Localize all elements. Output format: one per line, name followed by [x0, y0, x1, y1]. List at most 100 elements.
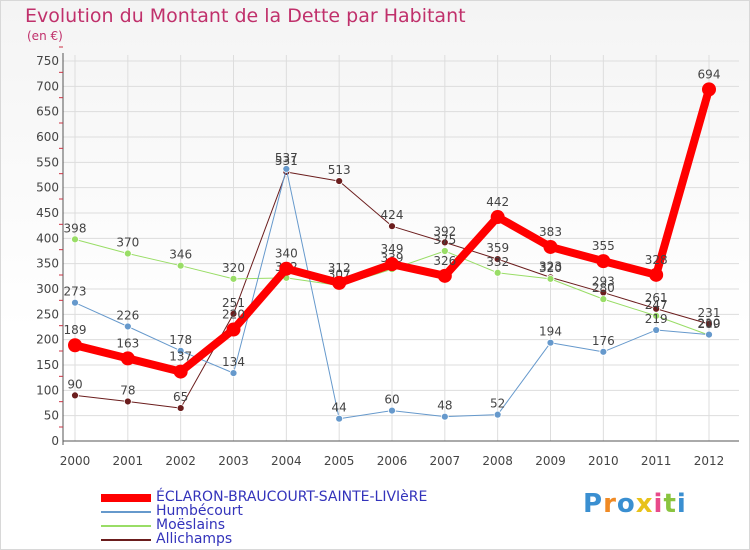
series-1-data-label: 247	[645, 298, 668, 312]
series-0-data-label: 231	[698, 306, 721, 320]
logo-letter: i	[676, 489, 687, 519]
y-tick-label: 250	[36, 307, 59, 321]
series-3-point	[332, 275, 347, 290]
legend-swatch-eclaron	[101, 494, 151, 502]
series-1-data-label: 320	[539, 261, 562, 275]
series-2-data-label: 194	[539, 325, 562, 339]
series-3-point	[279, 261, 294, 276]
y-tick-label: 450	[36, 206, 59, 220]
series-3-data-label: 220	[222, 308, 245, 322]
logo-letter: P	[583, 489, 604, 519]
y-tick-label: 300	[36, 282, 59, 296]
series-0-data-label: 293	[592, 275, 615, 289]
series-2-point	[388, 406, 396, 415]
series-0-point	[71, 391, 79, 400]
legend-label-eclaron: ÉCLARON-BRAUCOURT-SAINTE-LIVIèRE	[156, 489, 428, 505]
series-3-data-label: 383	[539, 225, 562, 239]
x-tick-label: 2000	[60, 454, 91, 468]
series-2-point	[546, 338, 555, 347]
logo-letter: t	[663, 489, 677, 519]
series-2-data-label: 44	[332, 401, 347, 415]
series-0-data-label: 65	[173, 390, 188, 404]
series-1-point	[546, 274, 555, 283]
series-1-point	[229, 274, 238, 283]
logo-letter: i	[653, 489, 664, 519]
series-0-data-label: 78	[120, 383, 135, 397]
series-1-data-label: 320	[222, 261, 245, 275]
legend-label-moeslains: Moëslains	[156, 517, 226, 533]
x-tick-label: 2003	[218, 454, 249, 468]
legend-label-allichamps: Allichamps	[156, 531, 233, 547]
series-1-point	[123, 249, 132, 258]
series-2-point	[282, 165, 291, 173]
y-tick-label: 200	[36, 333, 59, 347]
x-tick-label: 2010	[588, 454, 619, 468]
series-3-data-label: 694	[698, 67, 721, 81]
y-tick-label: 550	[36, 155, 59, 169]
legend-swatch-moeslains	[101, 525, 151, 527]
series-2-data-label: 176	[592, 334, 615, 348]
series-2-data-label: 48	[437, 399, 452, 413]
series-0-point	[335, 177, 344, 185]
series-3-point	[543, 239, 558, 254]
x-tick-label: 2011	[641, 454, 672, 468]
series-2-point	[493, 410, 502, 419]
y-tick-label: 50	[44, 409, 59, 423]
series-2-point	[705, 330, 713, 339]
y-tick-label: 100	[36, 383, 59, 397]
series-0-data-label: 359	[486, 241, 509, 255]
series-3-data-label: 340	[275, 247, 298, 261]
x-tick-label: 2001	[113, 454, 144, 468]
series-3-point	[120, 351, 135, 366]
series-3-data-label: 355	[592, 239, 615, 253]
series-1-data-label: 280	[592, 281, 615, 295]
series-2-data-label: 537	[275, 151, 298, 165]
legend-swatch-allichamps	[101, 539, 151, 541]
series-1-point	[493, 268, 502, 277]
legend-label-humbecourt: Humbécourt	[156, 503, 243, 519]
x-tick-label: 2005	[324, 454, 355, 468]
y-tick-label: 750	[36, 54, 59, 68]
series-2-data-label: 219	[645, 312, 668, 326]
y-tick-label: 0	[51, 434, 59, 448]
series-2-data-label: 178	[169, 333, 192, 347]
unit-label: (en €)	[27, 29, 63, 43]
series-3-point	[437, 268, 452, 283]
series-0-data-label: 251	[222, 296, 245, 310]
series-3-point	[385, 257, 399, 272]
logo-letter: x	[635, 489, 654, 519]
y-tick-label: 650	[36, 105, 59, 119]
series-2-data-label: 52	[490, 397, 505, 411]
series-2-point	[123, 322, 132, 331]
x-tick-label: 2004	[271, 454, 302, 468]
series-3-point	[649, 267, 664, 282]
y-tick-label: 350	[36, 257, 59, 271]
series-0-data-label: 261	[645, 291, 668, 305]
y-tick-label: 600	[36, 130, 59, 144]
y-tick-label: 700	[36, 79, 59, 93]
series-2-data-label: 226	[116, 308, 139, 322]
series-0-point	[440, 238, 449, 247]
x-tick-label: 2008	[482, 454, 513, 468]
series-0-point	[705, 320, 713, 328]
series-0-data-label: 392	[433, 224, 456, 238]
series-2-point	[71, 298, 79, 307]
series-3-point	[490, 210, 505, 225]
series-1-point	[599, 295, 608, 304]
y-tick-label: 150	[36, 358, 59, 372]
series-2-point	[176, 346, 185, 355]
series-3-data-label: 349	[381, 242, 404, 256]
series-3-point	[68, 338, 82, 353]
series-1-point	[176, 261, 185, 270]
proxiti-logo: Proxiti	[583, 489, 687, 519]
series-0-data-label: 531	[275, 154, 298, 168]
series-3-point	[596, 254, 611, 269]
x-tick-label: 2002	[165, 454, 196, 468]
series-2-data-label: 210	[698, 317, 721, 331]
series-3-point	[226, 322, 241, 337]
series-0-point	[388, 222, 396, 231]
logo-letter: r	[603, 489, 617, 519]
series-3-point	[173, 364, 188, 379]
series-1-data-label: 332	[486, 255, 509, 269]
